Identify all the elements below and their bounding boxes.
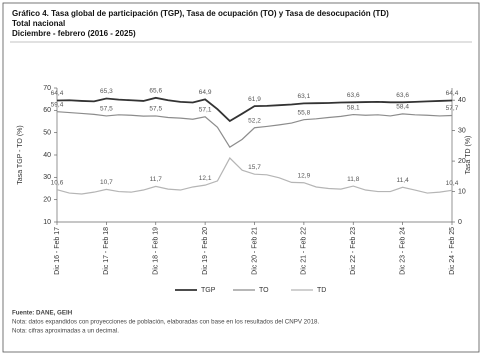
y2-tick-label: 10 xyxy=(458,188,466,195)
x-tick-label: Dic 19 - Feb 20 xyxy=(202,227,209,275)
data-label: 65,6 xyxy=(149,88,162,95)
y2-axis-title: Tasa TD (%) xyxy=(465,136,472,175)
data-label: 59,4 xyxy=(51,101,64,108)
data-label: 65,3 xyxy=(100,88,113,95)
data-label: 57,5 xyxy=(100,106,113,113)
x-tick-label: Dic 23 - Feb 24 xyxy=(399,227,406,275)
data-label: 63,1 xyxy=(298,93,311,100)
x-tick-label: Dic 22 - Feb 23 xyxy=(350,227,357,275)
data-label: 58,4 xyxy=(396,104,409,111)
y-tick-label: 20 xyxy=(43,197,51,204)
data-label: 64,9 xyxy=(199,89,212,96)
data-label: 64,4 xyxy=(446,90,459,97)
data-label: 12,9 xyxy=(298,172,311,179)
series-line xyxy=(56,96,453,123)
series-line xyxy=(56,111,453,149)
data-label: 15,7 xyxy=(248,164,261,171)
legend-label: TGP xyxy=(201,287,216,294)
note: Nota: cifras aproximadas a un decimal. xyxy=(12,328,119,335)
data-label: 10,6 xyxy=(51,179,64,186)
chart-period: Diciembre - febrero (2016 - 2025) xyxy=(12,29,136,38)
y-tick-label: 40 xyxy=(43,152,51,159)
data-label: 11,8 xyxy=(347,176,360,183)
frame xyxy=(2,2,480,353)
y2-tick-label: 30 xyxy=(458,127,466,134)
x-tick-label: Dic 20 - Feb 21 xyxy=(251,227,258,275)
data-label: 55,8 xyxy=(298,109,311,116)
y-tick-label: 70 xyxy=(43,85,51,92)
data-label: 58,1 xyxy=(347,104,360,111)
data-label: 57,7 xyxy=(446,105,459,112)
x-tick-label: Dic 17 - Feb 18 xyxy=(103,227,110,275)
data-label: 10,4 xyxy=(446,180,459,187)
y-tick-label: 50 xyxy=(43,130,51,137)
x-tick-label: Dic 21 - Feb 22 xyxy=(301,227,308,275)
source: Fuente: DANE, GEIH xyxy=(12,310,73,317)
x-tick-label: Dic 16 - Feb 17 xyxy=(54,227,61,275)
y2-tick-label: 40 xyxy=(458,97,466,104)
y-tick-label: 30 xyxy=(43,174,51,181)
y-axis-title: Tasa TGP - TO (%) xyxy=(17,125,24,184)
data-label: 64,4 xyxy=(51,90,64,97)
note: Nota: datos expandidos con proyecciones … xyxy=(12,319,319,326)
x-tick-label: Dic 24 - Feb 25 xyxy=(449,227,456,275)
x-tick-label: Dic 18 - Feb 19 xyxy=(153,227,160,275)
y2-tick-label: 20 xyxy=(458,158,466,165)
data-label: 11,7 xyxy=(150,176,163,183)
data-label: 61,9 xyxy=(248,96,261,103)
y-tick-label: 60 xyxy=(43,107,51,114)
data-label: 57,1 xyxy=(199,107,212,114)
y2-tick-label: 0 xyxy=(458,219,462,226)
data-label: 57,5 xyxy=(149,106,162,113)
data-label: 10,7 xyxy=(100,179,113,186)
data-label: 12,1 xyxy=(199,175,212,182)
series-line xyxy=(56,157,453,195)
data-label: 11,4 xyxy=(397,177,410,184)
y-tick-label: 10 xyxy=(43,219,51,226)
data-label: 52,2 xyxy=(248,117,261,124)
data-label: 63,6 xyxy=(347,92,360,99)
legend-label: TO xyxy=(259,287,269,294)
legend-label: TD xyxy=(317,287,326,294)
chart-title: Gráfico 4. Tasa global de participación … xyxy=(12,9,389,18)
data-label: 63,6 xyxy=(396,92,409,99)
chart-subtitle: Total nacional xyxy=(12,19,65,28)
